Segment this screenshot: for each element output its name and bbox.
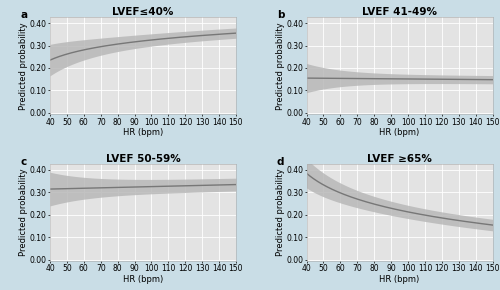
X-axis label: HR (bpm): HR (bpm) <box>380 128 420 137</box>
Text: a: a <box>20 10 28 20</box>
Y-axis label: Predicted probability: Predicted probability <box>276 22 284 110</box>
Title: LVEF 50-59%: LVEF 50-59% <box>106 154 180 164</box>
X-axis label: HR (bpm): HR (bpm) <box>380 275 420 284</box>
Text: b: b <box>277 10 284 20</box>
Title: LVEF 41-49%: LVEF 41-49% <box>362 7 437 17</box>
X-axis label: HR (bpm): HR (bpm) <box>123 275 163 284</box>
Text: d: d <box>277 157 284 166</box>
Title: LVEF ≥65%: LVEF ≥65% <box>367 154 432 164</box>
Y-axis label: Predicted probability: Predicted probability <box>276 169 284 256</box>
X-axis label: HR (bpm): HR (bpm) <box>123 128 163 137</box>
Y-axis label: Predicted probability: Predicted probability <box>19 169 28 256</box>
Title: LVEF≤40%: LVEF≤40% <box>112 7 174 17</box>
Y-axis label: Predicted probability: Predicted probability <box>19 22 28 110</box>
Text: c: c <box>20 157 26 166</box>
